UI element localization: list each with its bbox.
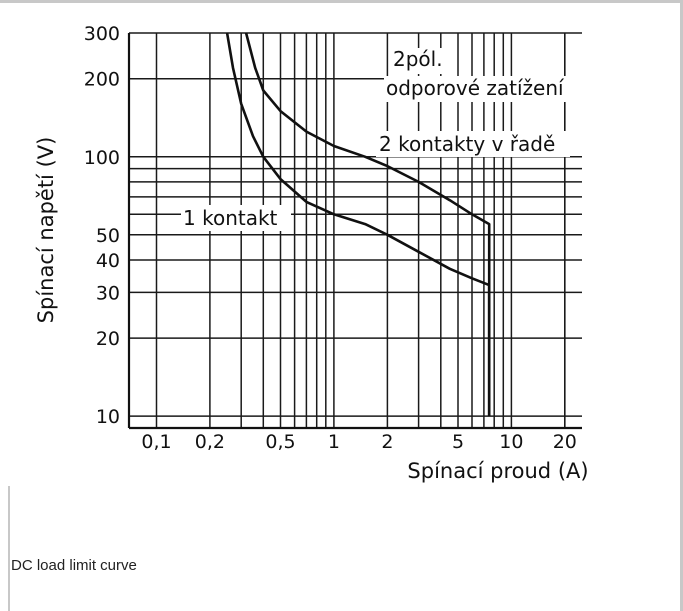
y-tick-label: 40: [96, 250, 120, 272]
x-tick-label: 10: [499, 431, 523, 453]
tick-labels: 0,1 0,2 0,5 1 2 5 10 20 10 20 30 40 50 100 200 300: [84, 23, 577, 453]
axes-layer: [127, 33, 582, 430]
x-tick-label: 20: [553, 431, 577, 453]
annotation-bg-odporove: [384, 76, 590, 102]
series-layer: [225, 32, 491, 417]
annotation-2pol: 2pól.: [393, 47, 443, 71]
figure-caption: DC load limit curve: [11, 557, 137, 574]
y-tick-label: 10: [96, 406, 120, 428]
x-axis-label: Spínací proud (A): [407, 459, 588, 483]
x-tick-label: 5: [452, 431, 464, 453]
y-axis-label: Spínací napětí (V): [34, 137, 58, 324]
annotation-2-kontakty: 2 kontakty v řadě: [379, 132, 555, 156]
y-tick-label: 200: [84, 69, 120, 91]
annotation-bg-1kontakt: [181, 205, 291, 231]
annotation-1-kontakt: 1 kontakt: [183, 206, 278, 230]
y-tick-label: 100: [84, 147, 120, 169]
series-line-1: [225, 32, 491, 417]
x-tick-label: 0,2: [195, 431, 225, 453]
series-line-2: [244, 32, 491, 417]
x-tick-label: 2: [381, 431, 393, 453]
y-tick-label: 30: [96, 282, 120, 304]
y-tick-label: 50: [96, 225, 120, 247]
annotation-bg-2pol: [390, 48, 446, 74]
annotation-odporove-zatizeni: odporové zatížení: [386, 76, 565, 100]
x-tick-label: 1: [328, 431, 340, 453]
y-tick-label: 20: [96, 328, 120, 350]
frame-left-line: [8, 486, 10, 611]
x-tick-label: 0,1: [141, 431, 171, 453]
y-tick-label: 300: [84, 23, 120, 45]
x-tick-label: 0,5: [265, 431, 295, 453]
annotation-bg-2kontakty: [376, 131, 570, 157]
